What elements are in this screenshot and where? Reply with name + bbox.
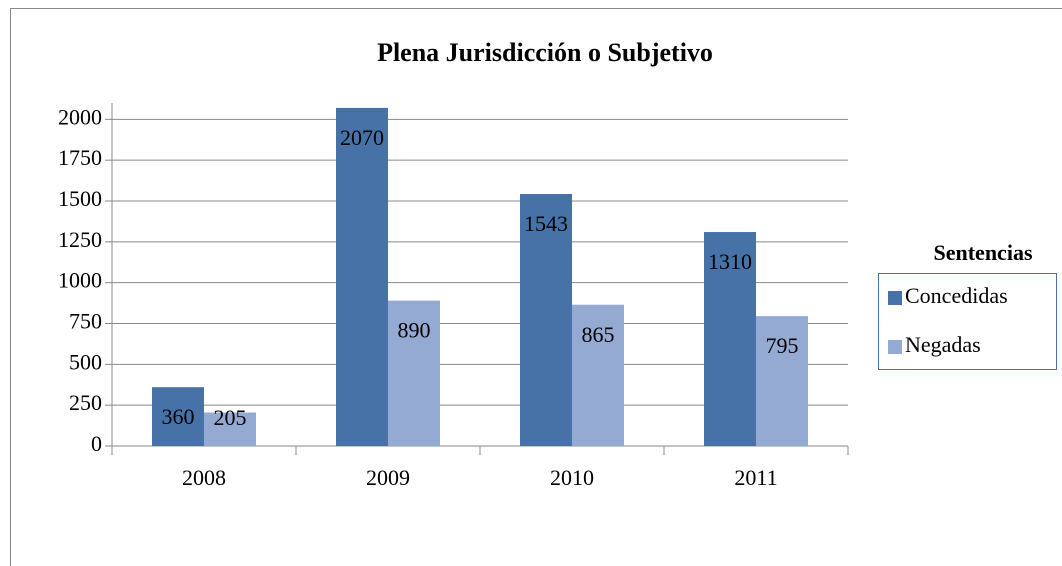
y-tick-label: 500 [69,349,102,374]
value-label: 360 [162,404,195,429]
value-label: 890 [398,318,431,343]
bar [204,412,256,446]
legend-label: Negadas [905,332,981,357]
x-tick-label: 2008 [182,465,226,490]
value-label: 795 [766,333,799,358]
y-tick-label: 1750 [58,145,102,170]
x-tick-label: 2010 [550,465,594,490]
value-label: 2070 [340,125,384,150]
bar [336,107,388,447]
value-label: 865 [582,322,615,347]
value-label: 1310 [708,249,752,274]
legend-swatch [888,291,902,305]
y-tick-label: 1250 [58,227,102,252]
bar [756,316,808,446]
y-tick-label: 2000 [58,104,102,129]
x-tick-label: 2011 [734,465,777,490]
legend-title: Sentencias [934,240,1033,265]
bar [520,193,572,446]
legend-swatch [888,340,902,354]
x-tick-label: 2009 [366,465,410,490]
y-tick-label: 1500 [58,186,102,211]
value-label: 205 [214,405,247,430]
chart-title: Plena Jurisdicción o Subjetivo [377,38,713,67]
legend-box [878,273,1057,370]
bar [572,304,624,446]
bar [704,232,756,446]
bar [388,300,440,446]
y-tick-label: 750 [69,309,102,334]
y-tick-label: 0 [91,431,102,456]
bar [152,387,204,446]
legend-label: Concedidas [905,283,1008,308]
y-tick-label: 250 [69,390,102,415]
y-tick-label: 1000 [58,268,102,293]
value-label: 1543 [524,211,568,236]
